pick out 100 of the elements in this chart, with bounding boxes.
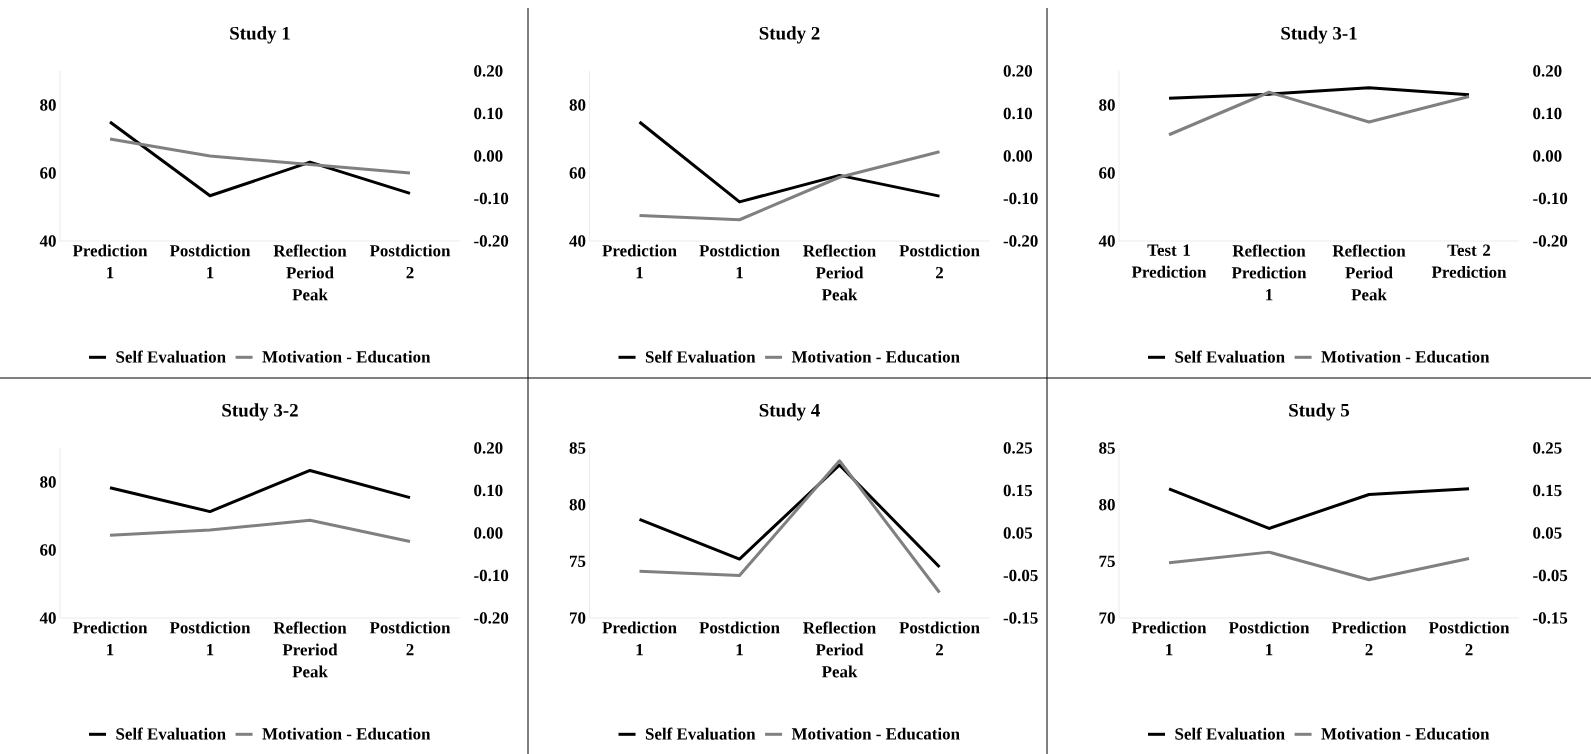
y2-tick-label: 0.05: [1533, 527, 1562, 539]
x-tick-label: Test 2 Prediction: [1431, 244, 1507, 278]
line-series: [1167, 90, 1471, 137]
legend-label: Motivation - Education: [262, 350, 431, 363]
y2-tick-label: 0.10: [474, 107, 503, 120]
x-tick-label: Prediction 1: [1131, 621, 1207, 656]
legend-label: Motivation - Education: [791, 727, 960, 740]
legend-label: Self Evaluation: [1175, 350, 1285, 363]
y2-tick-label: 0.00: [1533, 150, 1562, 162]
y-tick-label: 40: [39, 235, 56, 247]
y-tick-label: 80: [1099, 99, 1115, 111]
y-tick-label: 85: [1099, 442, 1115, 454]
x-tick-label: Prediction 1: [602, 621, 677, 656]
y2-tick-label: -0.15: [1003, 612, 1038, 624]
x-tick-label: Postdiction 1: [1228, 621, 1310, 656]
y2-tick-label: -0.20: [1533, 235, 1568, 247]
y2-tick-label: -0.05: [1533, 569, 1568, 582]
y2-tick-label: 0.20: [1003, 65, 1033, 77]
y-tick-label: 60: [40, 167, 56, 179]
x-tick-label: Reflection Prediction 1: [1231, 244, 1307, 301]
y-tick-label: 75: [570, 555, 586, 567]
y2-tick-label: 0.20: [474, 442, 503, 454]
y2-tick-label: 0.10: [1003, 107, 1033, 120]
y-tick-label: 40: [39, 612, 56, 624]
x-tick-label: Prediction 1: [602, 244, 677, 279]
y-tick-label: 70: [1099, 612, 1115, 624]
y-tick-label: 85: [569, 442, 586, 454]
x-tick-label: Test 1 Prediction: [1131, 244, 1207, 278]
y2-tick-label: 0.00: [474, 527, 503, 539]
y2-tick-label: -0.05: [1003, 569, 1038, 582]
y2-tick-label: 0.20: [474, 65, 503, 77]
y-tick-label: 80: [1099, 498, 1115, 511]
x-tick-label: Postdiction 1: [169, 621, 251, 656]
y2-tick-label: 0.00: [1003, 150, 1033, 162]
chart-title: Study 1: [230, 26, 290, 44]
legend-label: Self Evaluation: [645, 350, 756, 363]
legend-label: Motivation - Education: [1321, 350, 1490, 363]
y-tick-label: 80: [569, 99, 586, 111]
legend-label: Self Evaluation: [1175, 727, 1285, 740]
y2-tick-label: -0.10: [474, 569, 509, 582]
x-tick-label: Postdiction 2: [1428, 621, 1510, 656]
y2-tick-label: -0.15: [1533, 612, 1568, 624]
y-tick-label: 80: [40, 99, 56, 111]
y-tick-label: 40: [1098, 235, 1115, 247]
line-series: [108, 120, 412, 198]
legend-label: Self Evaluation: [116, 727, 226, 740]
x-tick-label: Postdiction 1: [699, 621, 780, 656]
y2-tick-label: 0.10: [1533, 107, 1562, 120]
y2-tick-label: 0.10: [474, 484, 503, 497]
legend-label: Motivation - Education: [262, 727, 431, 740]
y-tick-label: 75: [1099, 555, 1115, 567]
y-tick-label: 60: [1099, 167, 1115, 179]
line-series: [638, 459, 942, 595]
x-tick-label: Postdiction 2: [899, 244, 980, 279]
x-tick-label: Reflection Period Peak: [273, 244, 347, 301]
line-series: [108, 518, 412, 544]
chart-title: Study 5: [1289, 403, 1350, 421]
x-tick-label: Reflection Period Peak: [803, 621, 876, 678]
x-tick-label: Reflection Period Peak: [1332, 244, 1406, 301]
x-tick-label: Reflection Period Peak: [803, 244, 876, 301]
x-tick-label: Prediction 1: [72, 621, 148, 656]
line-series: [1167, 550, 1471, 582]
y2-tick-label: 0.25: [1003, 442, 1033, 454]
y2-tick-label: 0.20: [1533, 65, 1562, 77]
y2-tick-label: 0.15: [1003, 484, 1033, 497]
x-tick-label: Postdiction 1: [699, 244, 780, 279]
line-series: [638, 150, 942, 222]
line-series: [108, 468, 412, 514]
y2-tick-label: -0.20: [474, 612, 509, 624]
y2-tick-label: 0.00: [474, 150, 503, 162]
y2-tick-label: -0.10: [1003, 192, 1038, 205]
y2-tick-label: 0.05: [1003, 527, 1033, 539]
legend-label: Motivation - Education: [1321, 727, 1490, 740]
y-tick-label: 80: [569, 498, 586, 511]
y-tick-label: 60: [569, 167, 586, 179]
y-tick-label: 60: [40, 544, 56, 556]
chart-title: Study 4: [759, 403, 820, 421]
line-series: [1167, 86, 1471, 100]
x-tick-label: Prediction 1: [72, 244, 148, 279]
y2-tick-label: 0.25: [1533, 442, 1562, 454]
x-tick-label: Postdiction 2: [899, 621, 980, 656]
x-tick-label: Postdiction 1: [169, 244, 251, 279]
legend-label: Motivation - Education: [791, 350, 960, 363]
legend-label: Self Evaluation: [645, 727, 756, 740]
y2-tick-label: -0.10: [474, 192, 509, 205]
y-tick-label: 70: [570, 612, 586, 624]
x-tick-label: Postdiction 2: [369, 244, 451, 279]
x-tick-label: Postdiction 2: [369, 621, 451, 656]
x-tick-label: Reflection Preriod Peak: [273, 621, 347, 678]
x-tick-label: Prediction 2: [1331, 621, 1407, 656]
y2-tick-label: 0.15: [1533, 484, 1562, 497]
y2-tick-label: -0.20: [474, 235, 509, 247]
line-series: [638, 120, 942, 204]
y2-tick-label: -0.10: [1533, 192, 1568, 205]
y-tick-label: 80: [40, 476, 56, 488]
chart-title: Study 2: [759, 26, 820, 44]
chart-title: Study 3-1: [1281, 26, 1357, 44]
y2-tick-label: -0.20: [1003, 235, 1038, 247]
y-tick-label: 40: [569, 235, 586, 247]
chart-title: Study 3-2: [222, 403, 298, 421]
